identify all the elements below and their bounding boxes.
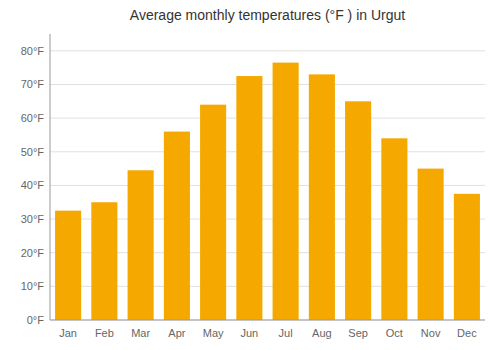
tick-label: Mar	[131, 327, 150, 339]
tick-label: 60°F	[21, 112, 45, 124]
grid-line	[50, 50, 485, 51]
tick-label: Aug	[312, 327, 332, 339]
tick-label: Jan	[59, 327, 77, 339]
tick-label: 70°F	[21, 78, 45, 90]
tick-label: May	[203, 327, 224, 339]
bar	[91, 202, 117, 320]
bar	[200, 105, 226, 320]
tick-label: 0°F	[27, 314, 45, 326]
tick-label: 20°F	[21, 247, 45, 259]
tick-label: Dec	[457, 327, 477, 339]
tick-label: 30°F	[21, 213, 45, 225]
tick-label: 40°F	[21, 179, 45, 191]
page: {"chart_data": {"type": "bar", "title": …	[0, 0, 500, 350]
bar	[55, 211, 81, 320]
tick-label: Apr	[168, 327, 185, 339]
bar	[236, 76, 262, 320]
grid-line	[50, 151, 485, 152]
bar	[345, 101, 371, 320]
bars	[55, 63, 480, 320]
bar	[454, 194, 480, 320]
bar	[273, 63, 299, 320]
tick-label: Nov	[421, 327, 441, 339]
title: Average monthly temperatures (°F ) in Ur…	[130, 7, 405, 23]
tick-label: 10°F	[21, 280, 45, 292]
x-axis: Jan Feb Mar Apr May Jun Jul Aug Sep Oct Nov Dec	[59, 327, 477, 339]
y-axis: 0°F 10°F 20°F 30°F 40°F 50°F 60°F 70°F 80°F	[21, 45, 485, 326]
grid-line	[50, 84, 485, 85]
bar	[418, 169, 444, 320]
tick-label: Sep	[348, 327, 368, 339]
tick-label: Jul	[279, 327, 293, 339]
x-axis-line	[50, 320, 485, 321]
grid-line	[50, 118, 485, 119]
bar	[164, 132, 190, 320]
y-axis-line	[50, 34, 51, 320]
bar	[309, 74, 335, 320]
chart: Average monthly temperatures (°F ) in Ur…	[0, 0, 500, 350]
bar	[381, 138, 407, 320]
tick-label: Jun	[241, 327, 259, 339]
tick-label: 80°F	[21, 45, 45, 57]
bar	[128, 170, 154, 320]
tick-label: Oct	[386, 327, 403, 339]
grid-line	[50, 320, 485, 321]
tick-label: Feb	[95, 327, 114, 339]
tick-label: 50°F	[21, 146, 45, 158]
